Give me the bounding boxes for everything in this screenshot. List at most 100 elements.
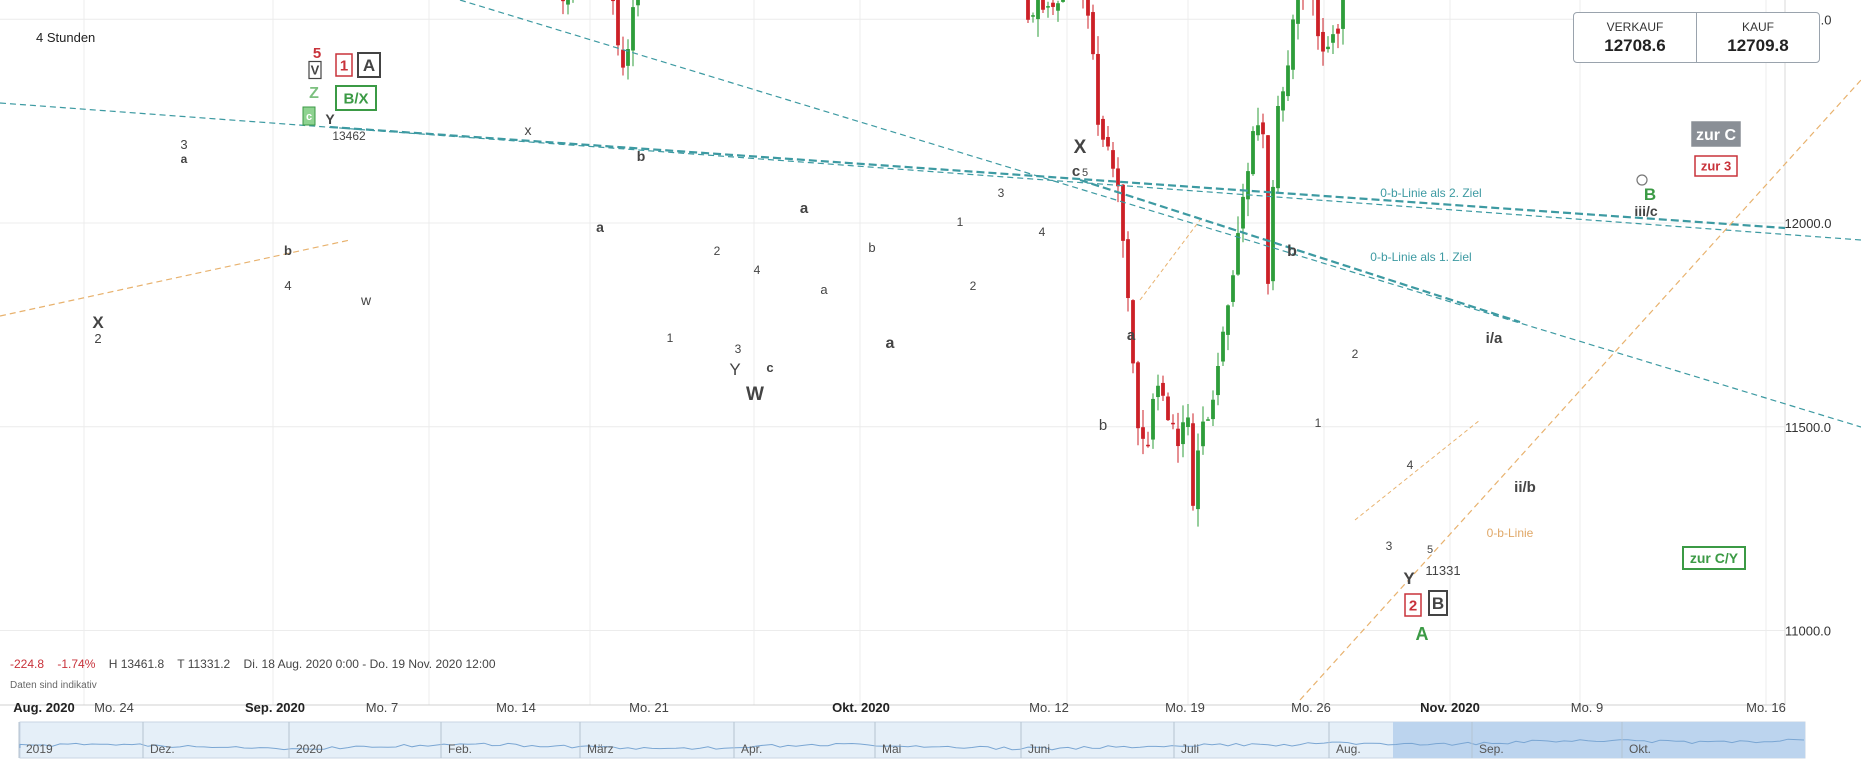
x-tick-label-6: Okt. 2020 <box>832 700 890 715</box>
candle-body <box>561 0 565 2</box>
candle-body <box>1256 125 1260 136</box>
low-price-label: 11331 <box>1425 563 1460 578</box>
candle-body <box>1131 300 1135 364</box>
candle-body <box>1241 196 1245 229</box>
wave-label-b4: a <box>886 335 895 352</box>
wave-label-Bbox-box <box>1428 590 1448 616</box>
candle-body <box>1026 0 1030 20</box>
wave-label-3b: 3 <box>735 342 742 356</box>
wave-label-5d: 5 <box>1427 544 1433 556</box>
trend-line-orange-left <box>0 239 351 317</box>
candle-body <box>1231 275 1235 302</box>
candle-body <box>1096 53 1100 125</box>
x-tick-label-12: Mo. 16 <box>1746 700 1786 715</box>
wave-label-B-green: B <box>1644 185 1656 204</box>
wave-label-ii-b: ii/b <box>1514 479 1536 496</box>
wave-label-b3: b <box>868 240 875 255</box>
wave-label-1b: 1 <box>667 331 674 345</box>
candle-body <box>566 0 570 5</box>
candle-body <box>1061 0 1065 2</box>
candle-body <box>1261 122 1265 135</box>
navigator-label-11: Okt. <box>1629 742 1651 756</box>
wave-label-4d: 4 <box>1407 458 1414 472</box>
x-tick-label-1: Mo. 24 <box>94 700 134 715</box>
wave-label-x: x <box>525 122 532 138</box>
zero-b-line-1st-target-label: 0-b-Linie als 1. Ziel <box>1370 250 1471 264</box>
candle-body <box>1291 19 1295 70</box>
navigator-label-10: Sep. <box>1479 742 1504 756</box>
wave-label-1-box <box>335 53 353 77</box>
candle-body <box>1091 12 1095 55</box>
wave-label-b: b <box>637 148 646 164</box>
candle-body <box>1221 331 1225 362</box>
wave-label-c-small: c <box>306 111 312 123</box>
wave-label-BX-box <box>335 85 377 111</box>
wave-label-Y3: Y <box>1403 569 1415 588</box>
high-value: H 13461.8 <box>108 657 165 671</box>
sell-quote[interactable]: VERKAUF 12708.6 <box>1574 13 1696 62</box>
wave-label-Z: Z <box>309 85 319 102</box>
candle-body <box>1176 428 1180 447</box>
wave-label-A-green: A <box>1416 624 1429 644</box>
zur-3-label-box <box>1694 155 1738 177</box>
candle-body <box>1031 15 1035 17</box>
candle-body <box>1251 131 1255 175</box>
x-tick-label-8: Mo. 19 <box>1165 700 1205 715</box>
candle-body <box>1156 385 1160 398</box>
wave-label-A: A <box>363 56 375 75</box>
candle-body <box>1276 105 1280 189</box>
wave-label-a: a <box>181 152 188 166</box>
x-tick-label-5: Mo. 21 <box>629 700 669 715</box>
candle-body <box>1161 382 1165 396</box>
candle-body <box>1326 46 1330 50</box>
sell-label: VERKAUF <box>1606 19 1664 34</box>
candle-body <box>1196 450 1200 510</box>
wave-label-2box-box <box>1404 593 1422 617</box>
trend-line-steep <box>459 0 1861 428</box>
candle-body <box>1171 422 1175 425</box>
candle-body <box>1321 31 1325 52</box>
wave-label-X2: X <box>1074 137 1087 158</box>
candle-body <box>1121 184 1125 241</box>
x-tick-label-4: Mo. 14 <box>496 700 536 715</box>
candle-body <box>611 0 615 2</box>
zur-cy-label: zur C/Y <box>1690 550 1739 566</box>
candle-body <box>1181 422 1185 445</box>
navigator-label-9: Aug. <box>1336 742 1361 756</box>
candle-body <box>1216 365 1220 396</box>
candle-body <box>1126 239 1130 299</box>
zur-c-label-box <box>1691 121 1741 147</box>
high-price-label: 13462 <box>332 129 366 143</box>
wave-label-a4: a <box>820 282 828 297</box>
wave-label-b5: b <box>1287 243 1297 260</box>
wave-label-2c: 2 <box>970 279 977 293</box>
x-tick-label-0: Aug. 2020 <box>13 700 74 715</box>
candle-body <box>1106 136 1110 147</box>
candle-body <box>1236 233 1240 275</box>
zur-cy-label-box <box>1682 546 1746 570</box>
buy-quote[interactable]: KAUF 12709.8 <box>1696 13 1819 62</box>
wave-label-A-box <box>357 52 381 78</box>
wave-label-a2: a <box>596 219 604 235</box>
wave-label-c2: c <box>766 360 773 375</box>
wave-label-Bbox: B <box>1432 594 1444 613</box>
zur-3-label: zur 3 <box>1701 159 1731 174</box>
candle-body <box>1036 0 1040 20</box>
wave-label-4: 4 <box>284 278 291 293</box>
low-value: T 11331.2 <box>177 657 231 671</box>
navigator-label-7: Juni <box>1028 742 1050 756</box>
y-tick-label-0: 11000.0 <box>1785 624 1831 639</box>
trend-line-orange-small2 <box>1354 419 1481 521</box>
wave-label-2box: 2 <box>1409 597 1417 614</box>
x-tick-label-11: Mo. 9 <box>1571 700 1604 715</box>
candle-body <box>636 0 640 6</box>
candle-body <box>1146 444 1150 447</box>
timeframe-label[interactable]: 4 Stunden <box>36 30 96 45</box>
y-tick-label-1: 11500.0 <box>1785 420 1831 435</box>
candle-body <box>1141 427 1145 439</box>
navigator-label-5: Apr. <box>741 742 762 756</box>
candle-body <box>1246 171 1250 200</box>
x-tick-label-10: Nov. 2020 <box>1420 700 1480 715</box>
disclaimer: Daten sind indikativ <box>10 680 97 691</box>
